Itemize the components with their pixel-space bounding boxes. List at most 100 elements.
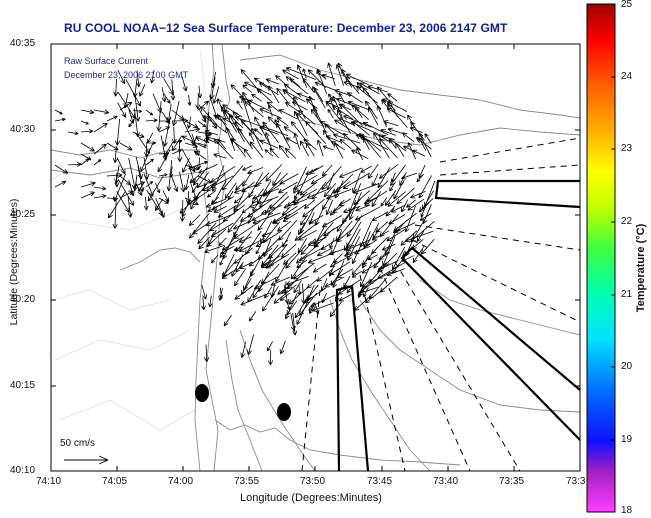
- current-arrow: [234, 268, 246, 287]
- current-arrow: [161, 87, 167, 103]
- current-arrow: [302, 77, 315, 93]
- current-arrow: [191, 183, 199, 193]
- current-arrow: [247, 167, 264, 175]
- current-arrow: [231, 137, 247, 157]
- bay-contour: [51, 149, 200, 159]
- current-arrow: [158, 197, 169, 204]
- current-arrow: [197, 142, 207, 147]
- current-arrow: [401, 199, 409, 213]
- x-axis-label: Longitude (Degrees:Minutes): [240, 492, 382, 504]
- current-arrow: [106, 142, 119, 151]
- current-arrow: [307, 236, 327, 246]
- current-arrow: [106, 115, 118, 122]
- current-arrow: [195, 92, 201, 110]
- current-arrow: [277, 220, 292, 232]
- xtick-label: 73:50: [300, 476, 326, 487]
- current-arrow: [249, 141, 264, 158]
- current-arrow: [134, 93, 141, 122]
- current-arrow: [283, 198, 308, 209]
- current-arrow: [338, 294, 352, 302]
- current-arrow: [163, 93, 171, 104]
- current-arrow: [211, 254, 219, 264]
- current-arrow: [158, 151, 170, 156]
- current-arrow: [327, 62, 336, 86]
- current-arrow: [237, 127, 254, 150]
- current-arrow: [346, 92, 363, 104]
- current-arrow: [235, 180, 246, 191]
- current-arrow: [378, 163, 399, 179]
- current-arrow: [118, 179, 134, 206]
- current-arrow: [158, 126, 171, 133]
- current-arrow: [80, 120, 89, 125]
- current-arrow: [240, 207, 261, 222]
- current-arrow: [190, 191, 200, 210]
- current-arrow: [259, 108, 281, 119]
- current-arrow: [336, 98, 360, 109]
- current-arrow: [67, 131, 79, 136]
- ytick-label: 40:15: [10, 380, 36, 391]
- current-arrow: [283, 83, 299, 95]
- current-arrow: [381, 243, 396, 251]
- current-arrow: [127, 196, 133, 218]
- current-arrow: [254, 116, 270, 144]
- current-arrow: [107, 191, 126, 219]
- current-arrow: [252, 286, 262, 299]
- current-arrow: [355, 204, 370, 212]
- current-arrow: [390, 204, 406, 213]
- current-arrow: [227, 213, 243, 233]
- current-arrow: [80, 181, 96, 188]
- current-arrow: [251, 127, 263, 151]
- transect-boxes: [335, 179, 580, 471]
- current-arrow: [329, 199, 345, 216]
- current-arrow: [205, 198, 227, 208]
- current-arrow: [197, 183, 207, 188]
- current-arrow: [335, 64, 344, 86]
- current-arrow: [210, 222, 234, 237]
- current-arrow: [297, 229, 318, 241]
- current-arrow: [233, 191, 254, 211]
- current-arrow: [233, 246, 244, 252]
- current-arrow: [290, 121, 308, 143]
- current-arrow: [293, 189, 300, 200]
- current-arrow: [80, 109, 95, 115]
- current-arrow: [361, 134, 381, 158]
- current-arrow: [328, 261, 351, 276]
- current-arrow: [404, 205, 416, 233]
- current-arrow: [132, 109, 143, 113]
- current-arrow: [278, 144, 290, 159]
- wiggle-contour: [214, 419, 461, 466]
- current-arrow: [238, 238, 263, 252]
- current-arrow: [184, 164, 199, 171]
- current-arrow: [335, 181, 351, 193]
- current-arrow: [233, 196, 243, 204]
- current-arrow: [307, 252, 335, 264]
- current-arrow: [302, 68, 307, 79]
- shore-contour-1: [205, 44, 231, 471]
- current-arrow: [278, 181, 298, 194]
- current-arrow: [389, 181, 396, 192]
- current-arrow: [220, 106, 238, 133]
- current-arrow: [313, 104, 327, 133]
- current-arrow: [301, 283, 307, 305]
- current-arrow: [256, 87, 273, 103]
- current-arrow: [93, 143, 107, 155]
- current-arrow: [228, 114, 245, 143]
- current-arrow: [393, 180, 405, 200]
- scale-arrow: [64, 455, 109, 465]
- current-arrow: [225, 126, 236, 152]
- colorbar-tick-label: 20: [621, 361, 633, 372]
- current-arrow: [321, 164, 333, 177]
- current-arrow: [420, 239, 435, 255]
- axis-ticks: [50, 44, 580, 471]
- current-arrow: [386, 268, 405, 277]
- current-arrow: [197, 100, 210, 111]
- ytick-label: 40:25: [10, 209, 36, 220]
- current-arrow: [296, 64, 308, 89]
- current-arrow: [158, 118, 170, 123]
- current-arrow: [412, 149, 426, 157]
- current-arrow: [375, 221, 389, 233]
- current-arrow: [233, 182, 262, 194]
- current-arrow: [305, 120, 327, 145]
- current-arrow: [296, 302, 308, 325]
- current-arrow: [293, 132, 301, 150]
